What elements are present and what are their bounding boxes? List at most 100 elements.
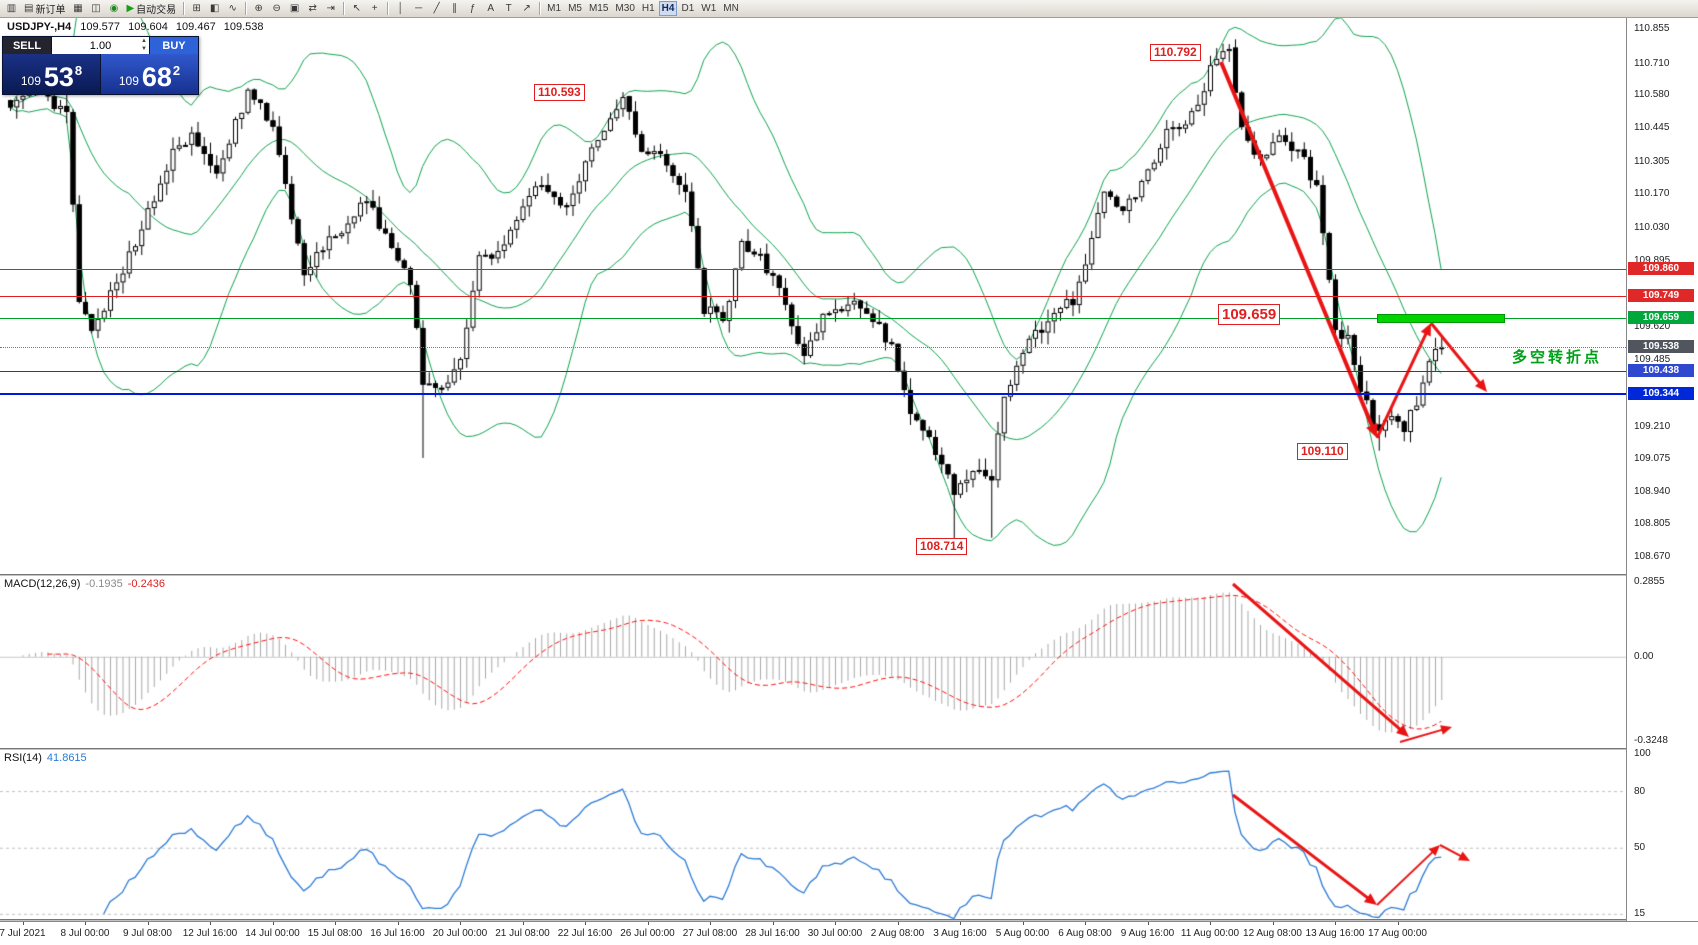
- arrows-tool-button[interactable]: ↗: [518, 1, 535, 16]
- bar-chart-icon: ⊞: [192, 2, 201, 14]
- axis-price-marker: 109.749: [1628, 289, 1694, 303]
- price-annotation-110.593[interactable]: 110.593: [534, 84, 585, 101]
- new-chart-button[interactable]: ▥: [3, 1, 20, 16]
- profiles-icon: ▦: [73, 2, 83, 14]
- timeframe-m15-button[interactable]: M15: [588, 3, 609, 14]
- time-axis-label: 9 Jul 08:00: [123, 928, 172, 939]
- price-annotation-108.714[interactable]: 108.714: [916, 538, 968, 555]
- timeframe-mn-button[interactable]: MN: [723, 3, 739, 14]
- price-annotation-110.792[interactable]: 110.792: [1150, 44, 1201, 61]
- chart-shift-icon: ⇥: [326, 2, 335, 14]
- sell-button[interactable]: SELL: [3, 37, 51, 54]
- trendline-tool-button[interactable]: ╱: [428, 1, 445, 16]
- candlestick-chart-button[interactable]: ◧: [206, 1, 223, 16]
- axis-price-marker: 109.659: [1628, 310, 1694, 324]
- fibonacci-tool-icon: ƒ: [469, 2, 476, 14]
- time-axis-label: 5 Aug 00:00: [995, 928, 1050, 939]
- panel-separator[interactable]: [0, 748, 1626, 750]
- time-axis-label: 7 Jul 2021: [0, 928, 46, 939]
- price-annotation-109.110[interactable]: 109.110: [1297, 443, 1348, 460]
- time-axis-tick: [147, 922, 149, 925]
- new-order-button[interactable]: ▤ 新订单: [21, 1, 68, 16]
- tile-windows-button[interactable]: ▣: [286, 1, 303, 16]
- profiles-button[interactable]: ▦: [69, 1, 86, 16]
- timeframe-w1-button[interactable]: W1: [701, 3, 717, 14]
- equidistant-channel-tool-button[interactable]: ∥: [446, 1, 463, 16]
- autotrade-button[interactable]: ▶ 自动交易: [123, 1, 179, 16]
- time-axis-label: 28 Jul 16:00: [745, 928, 800, 939]
- autotrade-button-label: 自动交易: [136, 5, 177, 16]
- stepper-down-icon[interactable]: ▼: [141, 46, 147, 52]
- main-toolbar: ▥ ▤ 新订单 ▦ ◫ ◉ ▶ 自动交易 ⊞ ◧ ∿ ⊕ ⊖ ▣ ⇄ ⇥ ↖ + │ ─ ╱ ∥ ƒ A T ↗ M1 M5 M15 M3…: [0, 0, 1698, 18]
- ohlc-low: 109.467: [175, 21, 216, 33]
- volume-field[interactable]: 1.00 ▲ ▼: [51, 37, 150, 54]
- timeframe-m5-button[interactable]: M5: [568, 3, 582, 14]
- data-window-button[interactable]: ◉: [105, 1, 122, 16]
- market-watch-icon: ◫: [91, 2, 101, 14]
- timeframe-d1-button[interactable]: D1: [681, 3, 695, 14]
- line-chart-button[interactable]: ∿: [224, 1, 241, 16]
- timeframe-m1-button[interactable]: M1: [547, 3, 562, 14]
- rsi-axis-tick: 15: [1634, 908, 1646, 920]
- price-axis-tick: 108.805: [1634, 518, 1671, 530]
- rsi-axis-tick: 100: [1634, 747, 1651, 759]
- bar-chart-button[interactable]: ⊞: [188, 1, 205, 16]
- buy-price-pips: 68: [141, 62, 172, 93]
- price-annotation-109.659[interactable]: 109.659: [1218, 304, 1281, 325]
- horizontal-line-109.438[interactable]: [0, 371, 1626, 373]
- crosshair-tool-icon: +: [371, 2, 378, 14]
- horizontal-line-tool-button[interactable]: ─: [410, 1, 427, 16]
- fibonacci-tool-button[interactable]: ƒ: [464, 1, 481, 16]
- timeframe-h1-button[interactable]: H1: [641, 3, 655, 14]
- panel-separator[interactable]: [0, 574, 1626, 576]
- market-watch-button[interactable]: ◫: [87, 1, 104, 16]
- pivot-highlight-rectangle[interactable]: [1377, 314, 1505, 323]
- time-axis-tick: [960, 922, 961, 925]
- zoom-in-button[interactable]: ⊕: [250, 1, 267, 16]
- buy-button[interactable]: BUY: [150, 37, 198, 54]
- ohlc-high: 109.604: [128, 21, 168, 33]
- horizontal-line-109.344[interactable]: [0, 393, 1626, 396]
- horizontal-line-109.86[interactable]: [0, 269, 1626, 271]
- tile-windows-icon: ▣: [289, 2, 300, 14]
- zoom-in-icon: ⊕: [254, 2, 263, 14]
- equidistant-channel-tool-icon: ∥: [452, 2, 458, 14]
- sell-price-button[interactable]: 109 53 8: [3, 54, 101, 94]
- sell-price-figure: 109: [20, 74, 41, 88]
- buy-price-button[interactable]: 109 68 2: [101, 54, 198, 94]
- volume-stepper[interactable]: ▲ ▼: [141, 37, 147, 53]
- line-chart-icon: ∿: [228, 2, 237, 14]
- macd-axis-tick: 0.00: [1634, 650, 1654, 662]
- time-axis-label: 16 Jul 16:00: [370, 928, 425, 939]
- price-axis-tick: 109.895: [1634, 254, 1671, 266]
- time-axis-label: 12 Aug 08:00: [1243, 928, 1302, 939]
- auto-scroll-button[interactable]: ⇄: [304, 1, 321, 16]
- macd-axis-tick: -0.3248: [1634, 735, 1668, 747]
- time-axis-tick: [85, 922, 86, 925]
- axis-price-marker: 109.438: [1628, 364, 1694, 378]
- text-label-tool-button[interactable]: T: [500, 1, 517, 16]
- timeframe-h4-button[interactable]: H4: [658, 1, 678, 16]
- crosshair-tool-button[interactable]: +: [366, 1, 383, 16]
- horizontal-line-109.749[interactable]: [0, 296, 1626, 298]
- axis-price-marker: 109.344: [1628, 387, 1694, 401]
- vertical-line-tool-button[interactable]: │: [392, 1, 409, 16]
- zoom-out-button[interactable]: ⊖: [268, 1, 285, 16]
- turning-point-annotation[interactable]: 多空转折点: [1512, 349, 1603, 366]
- time-axis[interactable]: 7 Jul 2021 8 Jul 00:00 9 Jul 08:00 12 Jul 1…: [0, 921, 1698, 945]
- rsi-axis-tick: 50: [1634, 842, 1646, 854]
- text-tool-button[interactable]: A: [482, 1, 499, 16]
- stepper-up-icon[interactable]: ▲: [141, 38, 147, 44]
- price-axis-tick: 109.485: [1634, 354, 1671, 366]
- chart-shift-button[interactable]: ⇥: [322, 1, 339, 16]
- time-axis-label: 8 Jul 00:00: [60, 928, 110, 939]
- horizontal-line-109.659[interactable]: [0, 317, 1626, 319]
- toolbar-separator: [387, 2, 389, 15]
- cursor-tool-button[interactable]: ↖: [348, 1, 365, 16]
- text-tool-icon: A: [487, 2, 494, 14]
- panel-separator[interactable]: [0, 919, 1626, 921]
- timeframe-m30-button[interactable]: M30: [615, 3, 635, 14]
- price-axis[interactable]: 109.860 109.749 109.659 109.438 109.344 109.5…: [1626, 18, 1698, 921]
- buy-price-figure: 109: [118, 74, 139, 88]
